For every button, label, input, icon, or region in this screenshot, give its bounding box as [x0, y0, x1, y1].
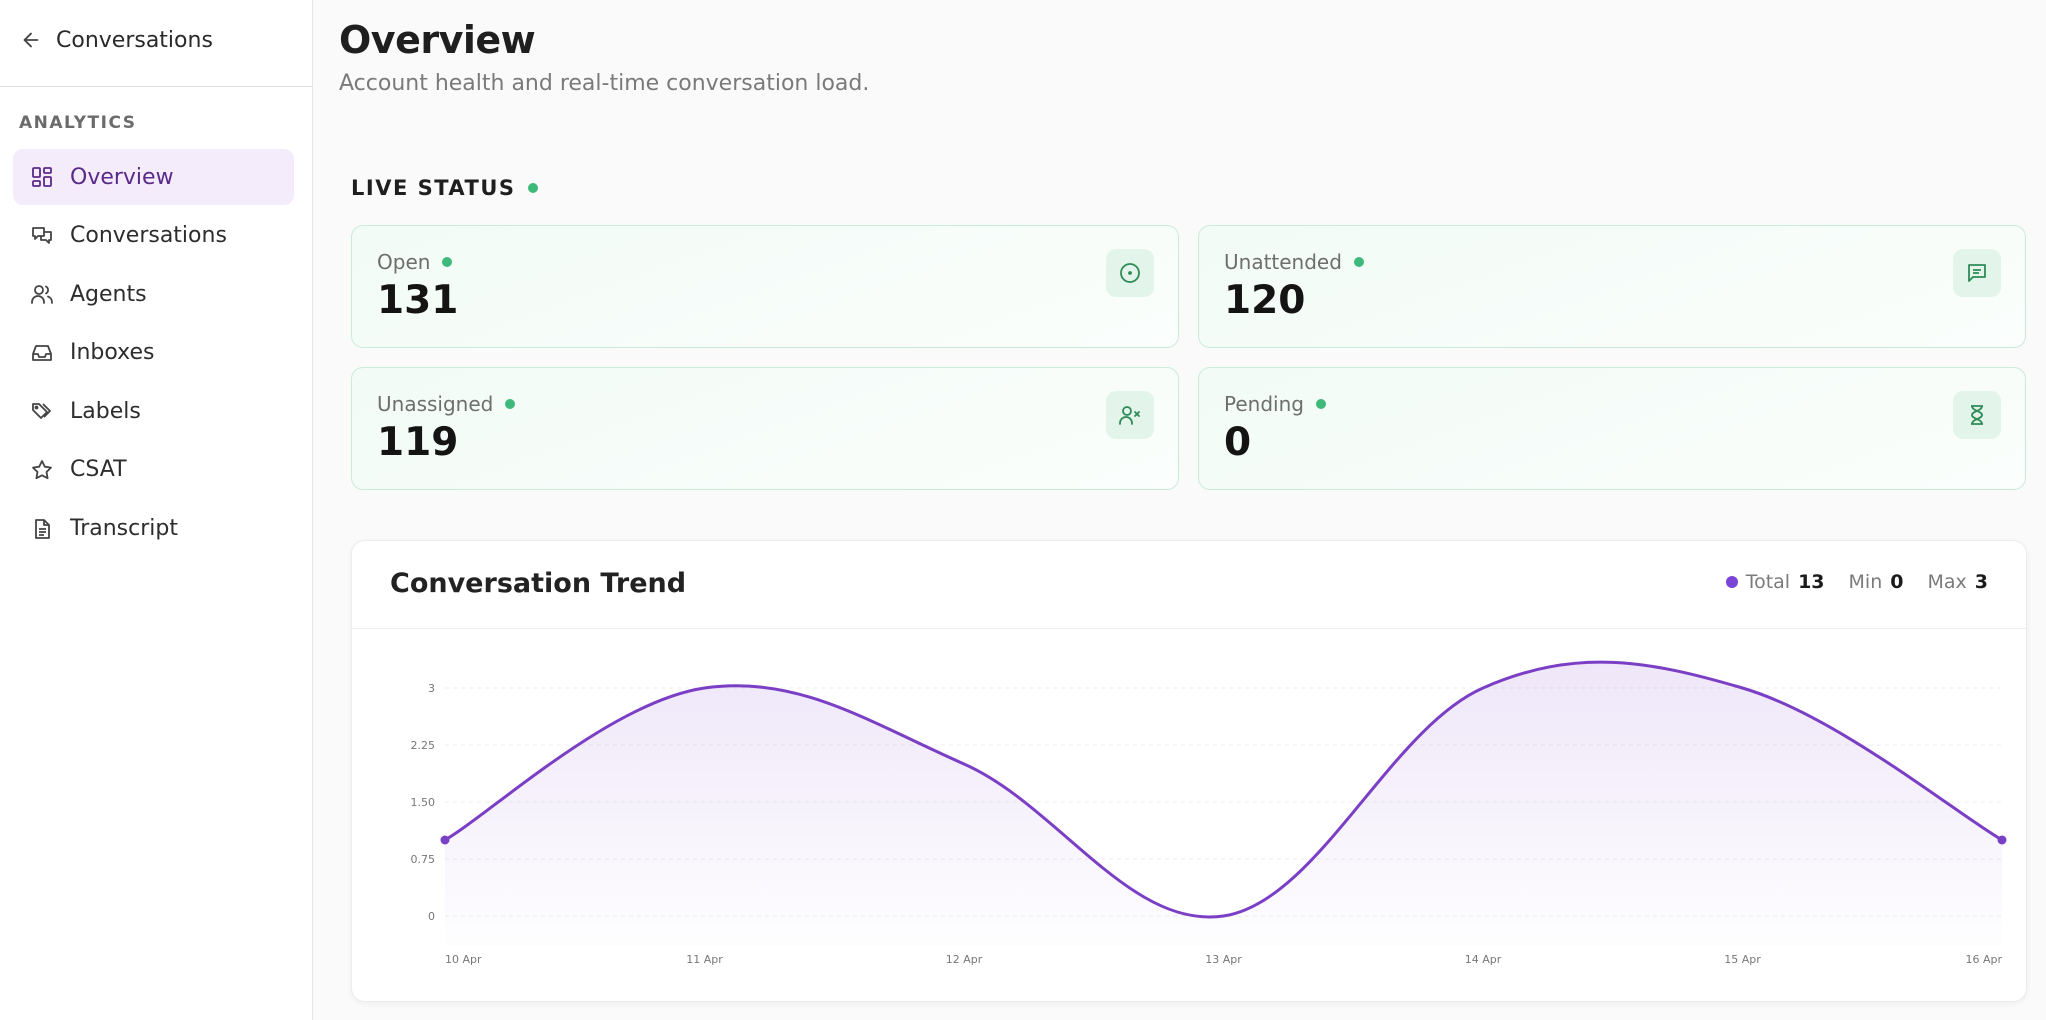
star-icon: [32, 460, 52, 480]
stat-max-label: Max: [1927, 571, 1967, 593]
open-icon-button[interactable]: [1106, 249, 1154, 297]
series-dot: [1725, 576, 1738, 588]
document-icon: [35, 518, 50, 539]
page-title: Overview: [339, 18, 536, 62]
sidebar-nav: Overview Conversations Agents Inboxes La…: [13, 149, 294, 559]
stat-total: Total 13: [1725, 571, 1825, 593]
card-value: 119: [377, 420, 459, 465]
x-tick-label: 16 Apr: [1965, 953, 2002, 966]
stat-total-value: 13: [1798, 571, 1825, 593]
card-value: 0: [1224, 420, 1252, 465]
y-tick-label: 0.75: [411, 853, 436, 866]
back-label: Conversations: [56, 27, 213, 53]
trend-chart: 00.751.502.253 10 Apr 11 Apr 12 Apr 13 Apr 1…: [411, 660, 2007, 966]
y-tick-label: 0: [428, 910, 435, 923]
sidebar-divider: [0, 86, 313, 87]
trend-title: Conversation Trend: [390, 568, 687, 599]
chart-series: [440, 660, 2007, 946]
sidebar-item-label: Labels: [70, 398, 141, 424]
y-tick-label: 1.50: [411, 796, 436, 809]
status-card-pending: Pending 0: [1198, 367, 2026, 490]
sidebar-item-labels[interactable]: Labels: [13, 383, 294, 439]
main-content: Overview Account health and real-time co…: [314, 0, 2046, 1020]
circle-dot-icon: [1120, 263, 1140, 283]
sidebar-item-label: CSAT: [70, 457, 127, 483]
x-axis-ticks: 10 Apr 11 Apr 12 Apr 13 Apr 14 Apr 15 Apr 16 A…: [445, 953, 2002, 966]
sidebar: Conversations ANALYTICS Overview Convers…: [0, 0, 313, 1020]
sidebar-item-label: Agents: [70, 281, 147, 307]
dashboard-icon: [32, 167, 52, 187]
sidebar-item-overview[interactable]: Overview: [13, 149, 294, 205]
x-tick-label: 15 Apr: [1724, 953, 1761, 966]
user-x-icon: [1119, 406, 1140, 425]
sidebar-item-conversations[interactable]: Conversations: [13, 208, 294, 264]
tags-icon: [32, 403, 51, 420]
stat-total-label: Total: [1745, 571, 1791, 593]
status-dot: [442, 257, 453, 267]
data-point: [440, 835, 450, 845]
stat-min-label: Min: [1848, 571, 1883, 593]
y-tick-label: 3: [428, 682, 435, 695]
back-to-conversations-link[interactable]: Conversations: [20, 22, 213, 58]
status-card-open: Open 131: [351, 225, 1179, 348]
status-dot: [505, 399, 516, 409]
status-dot: [1315, 399, 1326, 409]
x-tick-label: 10 Apr: [445, 953, 482, 966]
stat-min-value: 0: [1890, 571, 1904, 593]
pending-icon-button[interactable]: [1953, 391, 2001, 439]
y-tick-label: 2.25: [411, 739, 436, 752]
trend-stats: Total 13 Min 0 Max 3: [1725, 571, 1988, 593]
y-axis-ticks: 0 0.75 1.50 2.25 3: [411, 682, 436, 923]
sidebar-item-label: Transcript: [70, 516, 178, 542]
sidebar-item-agents[interactable]: Agents: [13, 266, 294, 322]
card-label: Unattended: [1224, 250, 1342, 274]
sidebar-item-label: Inboxes: [70, 340, 155, 366]
sidebar-item-label: Overview: [70, 164, 174, 190]
card-value: 120: [1224, 278, 1306, 323]
status-dot: [1353, 257, 1364, 267]
series-area: [445, 662, 2002, 946]
card-label: Unassigned: [377, 392, 494, 416]
sidebar-item-transcript[interactable]: Transcript: [13, 501, 294, 557]
live-indicator-dot: [527, 183, 538, 193]
live-status-heading: LIVE STATUS: [351, 176, 538, 200]
stat-max: Max 3: [1927, 571, 1988, 593]
x-tick-label: 13 Apr: [1205, 953, 1242, 966]
conversation-trend-panel: Conversation Trend Total 13 Min 0 Max 3: [351, 540, 2027, 1002]
page-subtitle: Account health and real-time conversatio…: [339, 71, 870, 96]
stat-max-value: 3: [1974, 571, 1988, 593]
sidebar-section-label: ANALYTICS: [19, 113, 137, 133]
x-tick-label: 14 Apr: [1465, 953, 1502, 966]
users-icon: [31, 285, 53, 305]
live-status-label: LIVE STATUS: [351, 176, 516, 200]
card-label: Pending: [1224, 392, 1304, 416]
x-tick-label: 12 Apr: [946, 953, 983, 966]
x-tick-label: 11 Apr: [686, 953, 723, 966]
data-point: [1997, 835, 2007, 845]
sidebar-item-label: Conversations: [70, 223, 227, 249]
status-card-unattended: Unattended 120: [1198, 225, 2026, 348]
stat-min: Min 0: [1849, 571, 1904, 593]
hourglass-icon: [1971, 405, 1983, 425]
chat-bubbles-icon: [32, 226, 52, 244]
unassigned-icon-button[interactable]: [1106, 391, 1154, 439]
sidebar-item-csat[interactable]: CSAT: [13, 442, 294, 498]
inbox-icon: [32, 344, 52, 361]
card-label: Open: [377, 250, 431, 274]
arrow-left-icon: [23, 32, 39, 48]
unattended-icon-button[interactable]: [1953, 249, 2001, 297]
card-value: 131: [377, 278, 459, 323]
sidebar-item-inboxes[interactable]: Inboxes: [13, 325, 294, 381]
series-line: [443, 660, 2004, 919]
message-square-icon: [1968, 264, 1986, 282]
trend-header: Conversation Trend Total 13 Min 0 Max 3: [352, 541, 2026, 629]
status-card-unassigned: Unassigned 119: [351, 367, 1179, 490]
